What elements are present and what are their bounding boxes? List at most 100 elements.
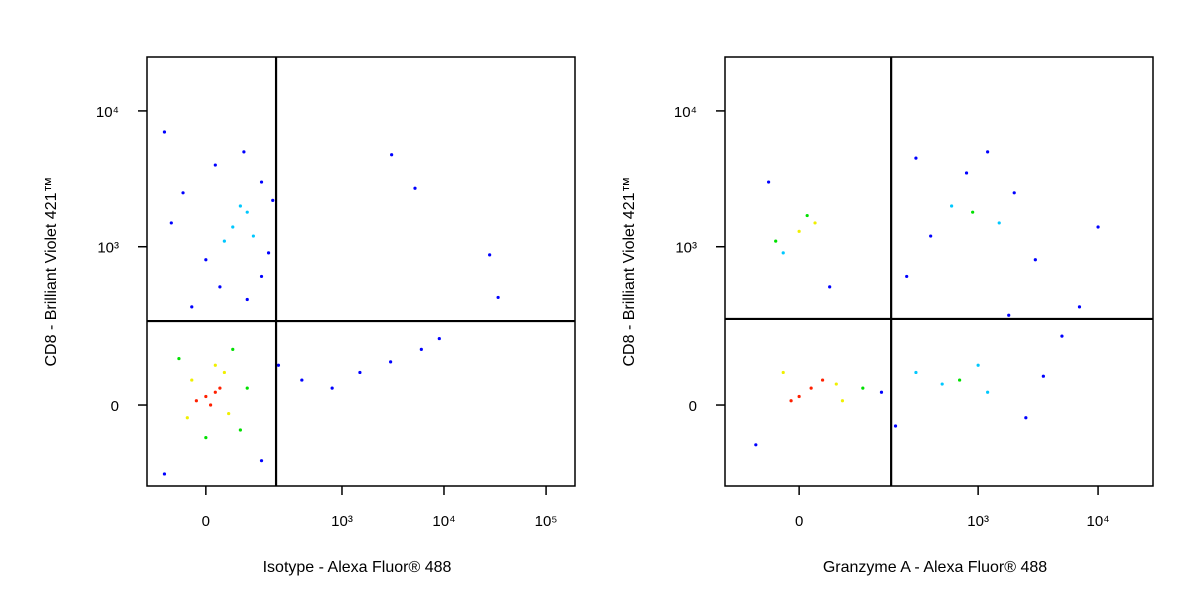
y-tick-label: 10⁴ (96, 104, 119, 121)
event-point (162, 472, 167, 476)
event-point (950, 204, 954, 208)
event-point (177, 356, 181, 361)
event-point (330, 386, 334, 390)
event-point (181, 191, 185, 195)
event-point (204, 436, 208, 440)
event-point (1024, 416, 1028, 420)
event-point (488, 253, 492, 257)
event-point (204, 394, 208, 399)
event-point (879, 390, 884, 394)
y-tick-label: 10³ (97, 240, 119, 257)
event-point (914, 370, 918, 375)
event-point (905, 274, 909, 279)
event-point (964, 171, 969, 175)
event-point (940, 382, 944, 386)
x-tick-label: 10³ (331, 513, 353, 530)
event-point (971, 210, 975, 214)
event-point (1007, 313, 1011, 317)
event-point (190, 378, 194, 382)
event-point (231, 347, 235, 351)
event-point (789, 399, 793, 403)
event-point (245, 297, 249, 302)
event-point (1096, 225, 1100, 229)
event-point (271, 198, 275, 202)
y-tick-label: 10³ (675, 240, 697, 257)
event-point (238, 204, 242, 208)
event-point (162, 130, 167, 134)
event-point (840, 399, 845, 403)
event-point (419, 347, 423, 351)
event-point (276, 363, 281, 367)
event-point (805, 213, 809, 218)
event-point (813, 221, 817, 225)
event-point (169, 221, 173, 225)
plot-frame (146, 56, 576, 487)
event-point (259, 459, 264, 463)
event-point (213, 363, 217, 367)
event-point (893, 424, 898, 428)
event-point (251, 234, 256, 238)
event-point (266, 251, 271, 255)
event-point (209, 403, 213, 407)
y-tick-label: 0 (689, 398, 697, 415)
event-point (218, 285, 222, 289)
event-point (231, 225, 235, 229)
event-point (820, 378, 825, 382)
event-point (774, 239, 778, 243)
x-tick-label: 0 (202, 513, 210, 530)
event-point (238, 428, 242, 432)
event-point (1033, 258, 1037, 262)
x-tick-label: 10³ (967, 513, 989, 530)
event-point (213, 390, 217, 394)
y-axis-title: CD8 - Brilliant Violet 421™ (43, 176, 60, 366)
event-point (245, 210, 249, 214)
event-point (834, 382, 838, 386)
event-point (1041, 374, 1045, 378)
event-point (997, 221, 1001, 225)
x-tick-label: 10⁵ (535, 513, 558, 530)
event-point (300, 378, 304, 382)
event-point (185, 416, 189, 420)
y-tick-label: 0 (111, 398, 119, 415)
event-point (496, 295, 500, 300)
event-point (245, 386, 249, 390)
event-point (929, 234, 933, 238)
x-tick-label: 10⁴ (432, 513, 455, 530)
event-point (809, 386, 813, 390)
event-point (958, 378, 962, 382)
event-point (190, 305, 194, 309)
event-point (914, 156, 918, 160)
event-point (986, 390, 990, 394)
x-axis-title: Isotype - Alexa Fluor® 488 (263, 559, 452, 576)
event-point (861, 386, 865, 390)
event-point (194, 399, 198, 403)
event-point (227, 411, 231, 416)
event-point (766, 180, 771, 184)
event-point (797, 394, 801, 399)
event-point (976, 363, 980, 367)
event-point (390, 153, 394, 157)
event-point (358, 370, 362, 375)
event-point (218, 386, 222, 390)
event-point (389, 360, 393, 364)
event-point (797, 229, 801, 233)
event-point (1060, 334, 1064, 338)
event-point (1077, 305, 1082, 309)
event-point (259, 180, 264, 184)
y-tick-label: 10⁴ (674, 104, 697, 121)
event-point (828, 285, 832, 289)
event-point (213, 163, 217, 167)
event-point (222, 239, 226, 243)
event-point (781, 251, 785, 255)
x-tick-label: 0 (795, 513, 803, 530)
event-point (204, 258, 208, 262)
event-point (437, 336, 441, 341)
event-point (781, 370, 785, 375)
plot-frame (724, 56, 1154, 487)
x-axis-title: Granzyme A - Alexa Fluor® 488 (823, 559, 1047, 576)
x-tick-label: 10⁴ (1086, 513, 1109, 530)
event-point (259, 274, 264, 279)
event-point (1012, 191, 1016, 195)
event-point (222, 370, 226, 375)
